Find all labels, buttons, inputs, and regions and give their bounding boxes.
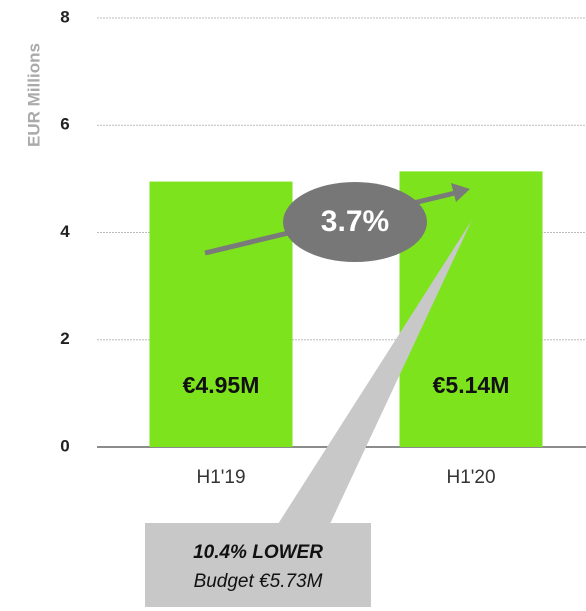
y-tick-label: 8: [60, 7, 69, 26]
y-tick-label: 0: [60, 436, 69, 455]
y-tick-label: 2: [60, 329, 69, 348]
growth-bubble: [283, 182, 427, 262]
callout-pointer: [278, 220, 472, 524]
bar: [149, 181, 293, 447]
y-axis-title: EUR Millions: [24, 43, 43, 147]
growth-label: 3.7%: [321, 205, 389, 238]
callout-box: [145, 523, 371, 607]
value-label: €5.14M: [433, 372, 510, 398]
y-tick-label: 6: [60, 115, 69, 134]
y-tick-label: 4: [60, 222, 70, 241]
annotations: 10.4% LOWER Budget €5.73M 3.7%: [145, 182, 472, 607]
value-label: €4.95M: [183, 372, 260, 398]
callout-title: 10.4% LOWER: [193, 542, 323, 563]
arrow-head: [451, 183, 470, 202]
x-tick-label: H1'19: [196, 467, 245, 488]
callout-text: Budget €5.73M: [194, 571, 323, 592]
x-tick-label: H1'20: [446, 467, 495, 488]
